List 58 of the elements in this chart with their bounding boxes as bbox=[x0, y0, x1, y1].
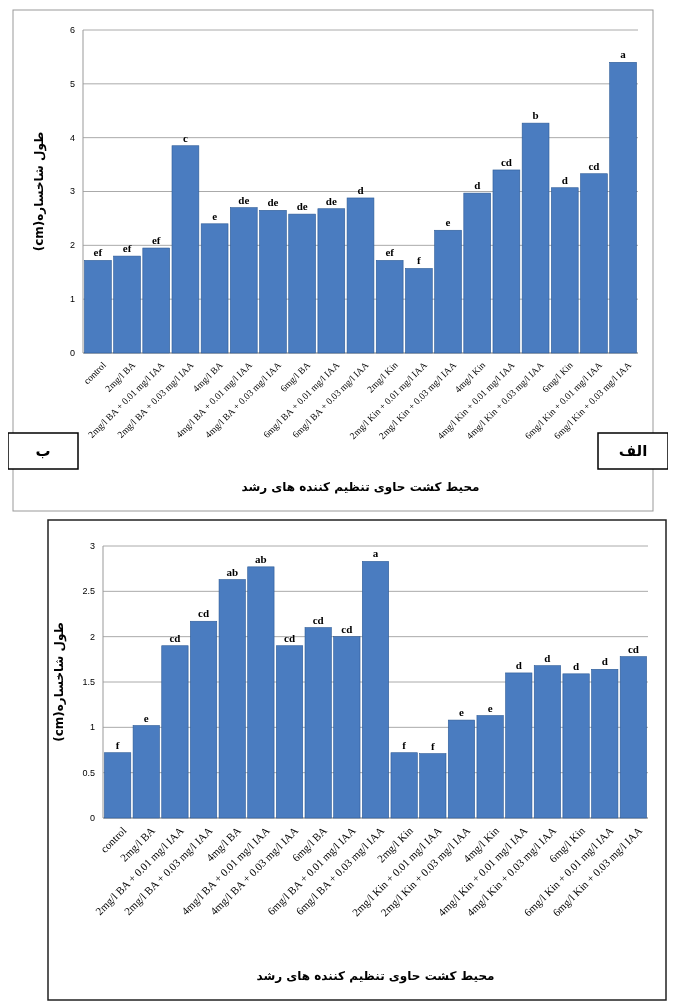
data-label: cd bbox=[627, 642, 639, 655]
data-label: a bbox=[620, 48, 627, 61]
data-label: de bbox=[296, 200, 308, 213]
data-label: d bbox=[573, 659, 580, 672]
data-label: d bbox=[515, 658, 522, 671]
data-label: f bbox=[417, 254, 422, 267]
y-axis-title: طول شاخساره(cm) bbox=[32, 131, 47, 252]
data-label: d bbox=[544, 651, 551, 664]
data-label: ab bbox=[226, 565, 239, 578]
data-label: ab bbox=[255, 552, 267, 565]
y-tick-label: 2 bbox=[69, 240, 75, 251]
data-label: ef bbox=[151, 234, 161, 247]
data-label: a bbox=[372, 547, 379, 560]
data-label: d bbox=[357, 183, 364, 196]
y-tick-label: 0 bbox=[89, 812, 95, 823]
data-label: d bbox=[561, 173, 568, 186]
data-label: f bbox=[402, 738, 407, 751]
data-label: cd bbox=[341, 622, 353, 635]
x-axis-title: محیط کشت حاوی تنظیم کننده های رشد bbox=[241, 480, 480, 495]
data-label: d bbox=[601, 655, 608, 668]
text: الف bbox=[618, 442, 648, 461]
y-tick-label: 5 bbox=[69, 78, 75, 89]
data-label: e bbox=[212, 209, 218, 222]
data-label: e bbox=[143, 711, 149, 724]
y-tick-label: 1 bbox=[89, 722, 95, 733]
y-tick-label: 2 bbox=[89, 631, 95, 642]
data-label: ef bbox=[122, 242, 132, 255]
y-tick-label: 4 bbox=[69, 132, 75, 143]
data-label: de bbox=[325, 194, 337, 207]
data-label: cd bbox=[284, 631, 296, 644]
y-tick-label: 6 bbox=[69, 24, 75, 35]
data-label: cd bbox=[588, 159, 600, 172]
data-label: de bbox=[238, 193, 250, 206]
data-label: b bbox=[532, 109, 539, 122]
data-label: f bbox=[115, 738, 120, 751]
data-label: e bbox=[445, 216, 451, 229]
y-tick-label: 3 bbox=[69, 186, 75, 197]
x-axis-title: محیط کشت حاوی تنظیم کننده های رشد bbox=[256, 969, 495, 984]
text: ب bbox=[35, 442, 51, 461]
data-label: cd bbox=[198, 607, 210, 620]
data-label: cd bbox=[500, 155, 512, 168]
y-tick-label: 1 bbox=[69, 294, 75, 305]
y-tick-label: 2.5 bbox=[82, 586, 95, 597]
data-label: ef bbox=[93, 246, 103, 259]
data-label: e bbox=[459, 706, 465, 719]
data-label: e bbox=[487, 701, 493, 714]
data-label: c bbox=[182, 131, 188, 144]
data-label: f bbox=[430, 739, 435, 752]
data-label: cd bbox=[312, 613, 324, 626]
data-label: ef bbox=[385, 246, 395, 259]
data-label: d bbox=[474, 179, 481, 192]
data-label: cd bbox=[169, 631, 181, 644]
y-tick-label: 0 bbox=[69, 347, 75, 358]
y-tick-label: 3 bbox=[89, 540, 95, 551]
y-tick-label: 0.5 bbox=[82, 767, 95, 778]
data-label: de bbox=[267, 196, 279, 209]
y-axis-title: طول شاخساره(cm) bbox=[52, 622, 67, 742]
y-tick-label: 1.5 bbox=[82, 676, 95, 687]
